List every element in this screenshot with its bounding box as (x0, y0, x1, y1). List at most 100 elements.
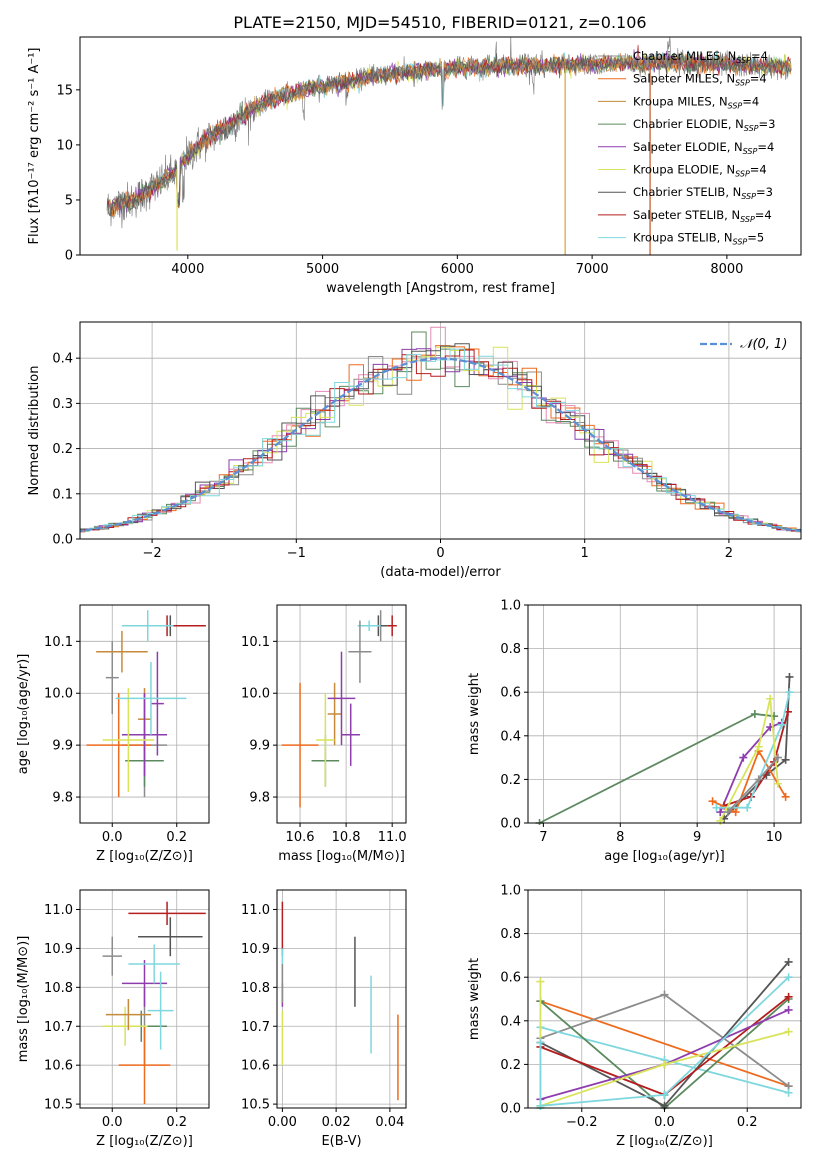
weight-series (712, 688, 794, 812)
x-tick-label: 7 (539, 830, 547, 845)
plot-area (102, 901, 206, 1105)
x-tick-label: 0.0 (654, 1115, 675, 1130)
normal-reference-curve (80, 357, 801, 533)
mass-weight-vs-age-axes: 7 8 9 10 0.0 0.2 0.4 0.6 0.8 1.0 age [log₁₀(age/yr… (467, 599, 802, 864)
plus-marker (785, 672, 794, 681)
y-tick-label: 0.0 (500, 817, 521, 832)
y-tick-label: 10 (56, 138, 73, 153)
y-tick-label: 0 (65, 249, 73, 264)
figure-title: PLATE=2150, MJD=54510, FIBERID=0121, z=0… (233, 13, 646, 32)
legend-entry: Salpeter ELODIE, NSSP=4 (633, 140, 774, 156)
plot-area (86, 610, 206, 798)
weight-line (540, 1000, 789, 1088)
y-axis-label: mass weight (467, 673, 482, 755)
x-tick-label: 0.0 (102, 830, 123, 845)
plus-marker (536, 1038, 545, 1047)
legend-entry: Kroupa STELIB, NSSP=5 (633, 231, 764, 247)
errorbar-point (102, 1006, 148, 1046)
age-vs-mass-axes: 10.6 10.8 11.0 9.8 9.9 10.0 10.1 mass [log₁₀(M/… (241, 604, 407, 864)
plus-marker (750, 710, 759, 718)
histogram-series (80, 349, 801, 533)
y-tick-label: 9.8 (249, 791, 270, 806)
histogram-series (80, 345, 801, 533)
legend-entry: Salpeter MILES, NSSP=4 (633, 72, 767, 88)
plus-marker (784, 992, 793, 1001)
y-tick-label: 0.2 (500, 773, 521, 788)
model-line-chabrier-stelib (107, 52, 792, 217)
y-tick-label: 5 (65, 193, 73, 208)
x-tick-label: 0.2 (737, 1115, 758, 1130)
axes-spine (276, 604, 407, 824)
x-tick-label: 0.00 (268, 1115, 297, 1130)
y-axis-label: Flux [fλ10⁻¹⁷ erg cm⁻² s⁻¹ A⁻¹] (27, 48, 42, 245)
plot-area (535, 672, 794, 825)
x-tick-label: 0.2 (166, 1115, 187, 1130)
axes-frame: −2 −1 0 1 2 0.0 0.1 0.2 0.3 0.4 (data-model)/error… (27, 321, 802, 580)
axes-spine (79, 36, 802, 256)
errorbar-point (86, 693, 151, 798)
y-tick-label: 10.7 (241, 1020, 270, 1035)
weight-series (535, 710, 779, 825)
y-axis-label: Normed distribution (27, 366, 42, 496)
errorbar-point (102, 688, 155, 792)
x-tick-label: 10.8 (332, 830, 361, 845)
plot-area (536, 957, 793, 1110)
legend-entry: Chabrier MILES, NSSP=4 (633, 49, 768, 65)
y-tick-label: 15 (56, 83, 73, 98)
plus-marker (723, 808, 732, 817)
weight-series (708, 747, 790, 817)
y-tick-label: 11.0 (44, 903, 73, 918)
errorbar-point (357, 620, 381, 631)
histogram-series (80, 346, 801, 532)
errorbar-point (150, 651, 164, 756)
errorbar-point (102, 936, 122, 976)
plus-marker (739, 753, 748, 762)
x-axis-label: Z [log₁₀(Z/Z⊙)] (616, 1134, 713, 1149)
legend-entry: Chabrier ELODIE, NSSP=3 (633, 117, 775, 133)
x-tick-label: −0.2 (566, 1115, 598, 1130)
x-tick-label: 2 (725, 546, 733, 561)
plot-area (281, 901, 399, 1101)
plus-marker (784, 1005, 793, 1014)
x-tick-label: 8 (616, 830, 624, 845)
plus-marker (716, 808, 725, 817)
y-tick-label: 0.4 (52, 352, 73, 367)
x-tick-label: −2 (143, 546, 162, 561)
plus-marker (754, 742, 763, 751)
x-tick-label: −1 (287, 546, 306, 561)
mass-vs-Z-axes: 0.0 0.2 10.5 10.6 10.7 10.8 10.9 11.0 Z [log₁₀(Z… (16, 889, 210, 1149)
errorbar-point (121, 693, 168, 777)
errorbar-point (327, 651, 356, 746)
plus-marker (773, 753, 782, 762)
y-tick-label: 0.8 (500, 642, 521, 657)
histogram-legend: 𝒩(0, 1) (700, 337, 787, 352)
mass-weight-vs-Z-axes: −0.2 0.0 0.2 0.0 0.2 0.4 0.6 0.8 1.0 Z [log₁₀(Z/Z… (467, 884, 802, 1149)
y-tick-label: 0.8 (500, 927, 521, 942)
errorbar-point (128, 901, 206, 926)
y-tick-label: 0.6 (500, 686, 521, 701)
weight-line (716, 691, 791, 809)
plus-marker (773, 779, 782, 788)
y-tick-label: 10.1 (44, 635, 73, 650)
histogram-series (80, 348, 801, 532)
weight-line (712, 749, 787, 814)
plot-area (281, 610, 397, 808)
plus-marker (536, 977, 545, 986)
y-tick-label: 0.1 (52, 487, 73, 502)
axes-spine (79, 889, 210, 1109)
x-tick-label: 10 (766, 830, 783, 845)
x-tick-label: 4000 (171, 262, 204, 277)
x-tick-label: 11.0 (378, 830, 407, 845)
x-tick-label: 5000 (306, 262, 339, 277)
x-axis-label: (data-model)/error (380, 565, 501, 580)
x-axis-label: Z [log₁₀(Z/Z⊙)] (96, 849, 193, 864)
y-tick-label: 10.0 (44, 687, 73, 702)
x-tick-label: 1 (581, 546, 589, 561)
y-tick-label: 0.2 (52, 442, 73, 457)
plot-area (106, 37, 792, 255)
errorbar-point (105, 641, 119, 714)
y-tick-label: 10.7 (44, 1020, 73, 1035)
y-tick-label: 10.8 (44, 981, 73, 996)
y-tick-label: 10.0 (241, 687, 270, 702)
